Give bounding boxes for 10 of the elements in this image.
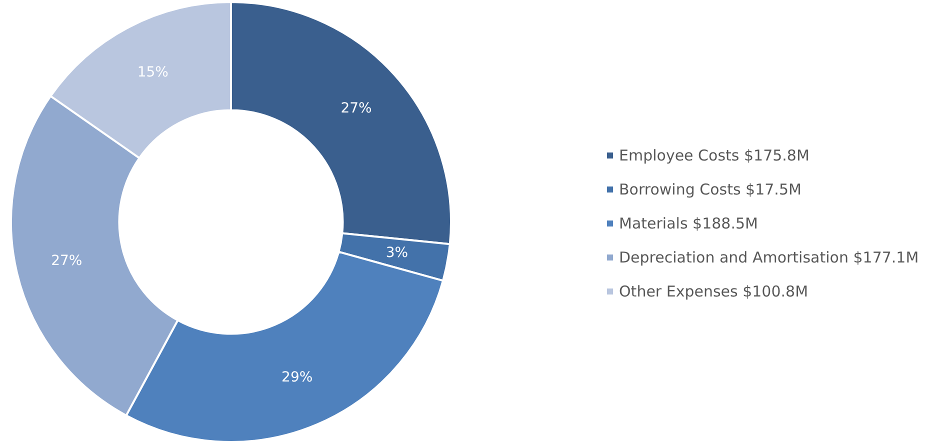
legend-label: Employee Costs $175.8M (619, 146, 810, 164)
legend-label: Borrowing Costs $17.5M (619, 180, 802, 198)
legend-label: Other Expenses $100.8M (619, 282, 808, 300)
data-label: 3% (386, 245, 408, 262)
data-label: 29% (282, 369, 313, 386)
data-label: 27% (51, 252, 82, 269)
legend-label: Materials $188.5M (619, 214, 758, 232)
data-label: 27% (340, 100, 372, 117)
data-label: 15% (137, 64, 168, 80)
legend-label: Depreciation and Amortisation $177.1M (619, 248, 919, 266)
